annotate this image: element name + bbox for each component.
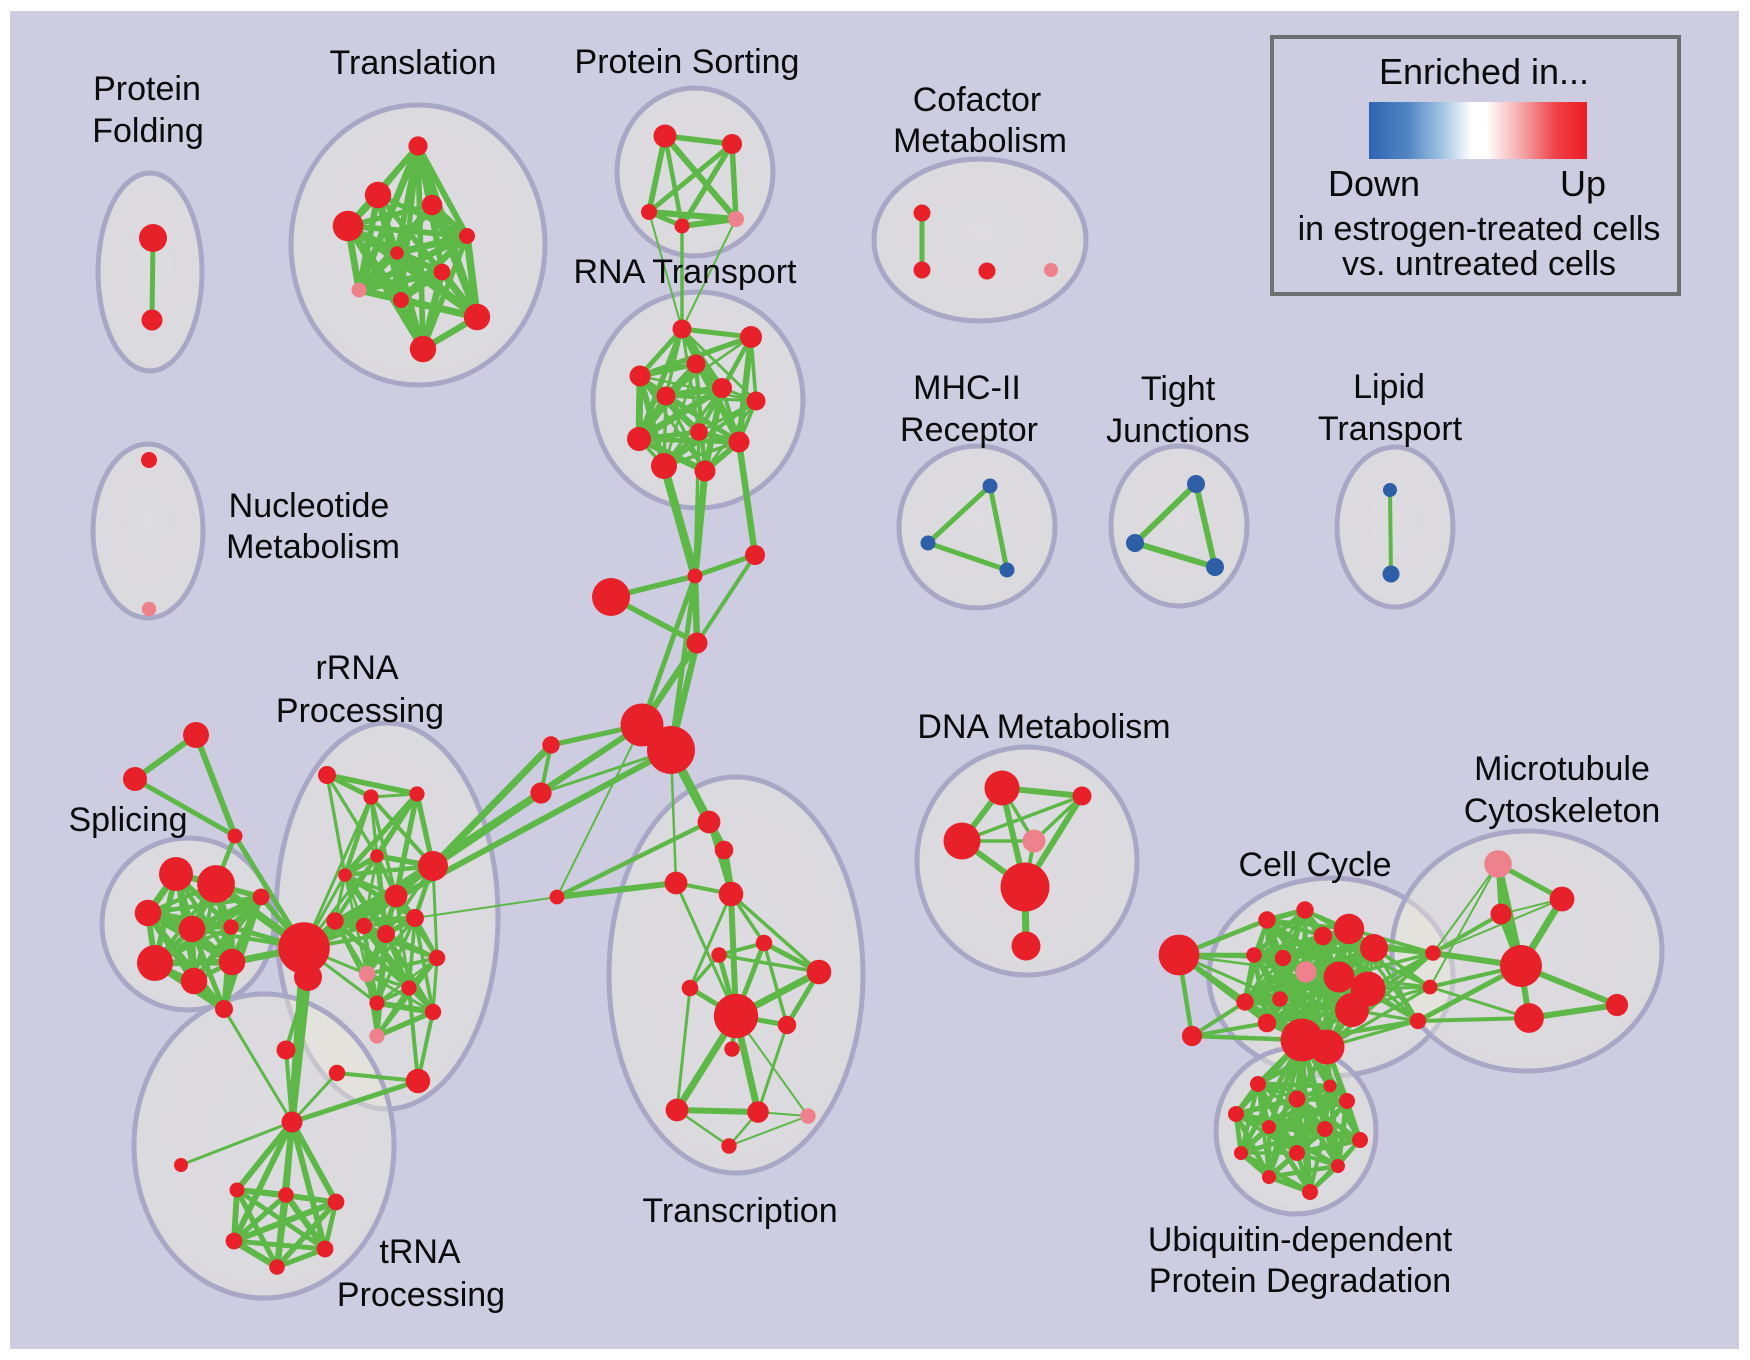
svg-text:Nucleotide: Nucleotide [229,487,390,525]
svg-text:tRNA: tRNA [379,1233,461,1271]
svg-text:vs. untreated cells: vs. untreated cells [1342,245,1616,283]
svg-text:Up: Up [1560,163,1606,204]
svg-text:Ubiquitin-dependent: Ubiquitin-dependent [1148,1221,1453,1259]
svg-text:RNA Transport: RNA Transport [574,253,798,291]
svg-text:Protein Sorting: Protein Sorting [575,43,800,81]
svg-text:Tight: Tight [1141,370,1216,408]
svg-text:Splicing: Splicing [68,801,187,839]
svg-text:DNA Metabolism: DNA Metabolism [917,708,1170,746]
svg-text:Down: Down [1328,163,1420,204]
svg-text:Enriched in...: Enriched in... [1379,51,1589,92]
svg-text:Translation: Translation [330,44,497,82]
svg-text:in estrogen-treated cells: in estrogen-treated cells [1298,210,1661,248]
svg-text:Junctions: Junctions [1106,412,1250,450]
svg-text:rRNA: rRNA [315,649,398,687]
svg-text:Transcription: Transcription [642,1192,837,1230]
svg-text:Lipid: Lipid [1353,368,1425,406]
svg-text:Microtubule: Microtubule [1474,750,1650,788]
svg-text:Receptor: Receptor [900,411,1038,449]
svg-text:MHC-II: MHC-II [913,369,1021,407]
svg-text:Protein: Protein [93,70,201,108]
svg-text:Cofactor: Cofactor [913,81,1042,119]
svg-text:Folding: Folding [92,112,204,150]
svg-text:Transport: Transport [1318,410,1463,448]
svg-text:Metabolism: Metabolism [893,122,1067,160]
svg-text:Metabolism: Metabolism [226,528,400,566]
svg-text:Cell Cycle: Cell Cycle [1238,846,1391,884]
svg-text:Processing: Processing [337,1276,505,1314]
svg-text:Processing: Processing [276,692,444,730]
svg-text:Cytoskeleton: Cytoskeleton [1464,792,1661,830]
svg-text:Protein Degradation: Protein Degradation [1149,1262,1451,1300]
